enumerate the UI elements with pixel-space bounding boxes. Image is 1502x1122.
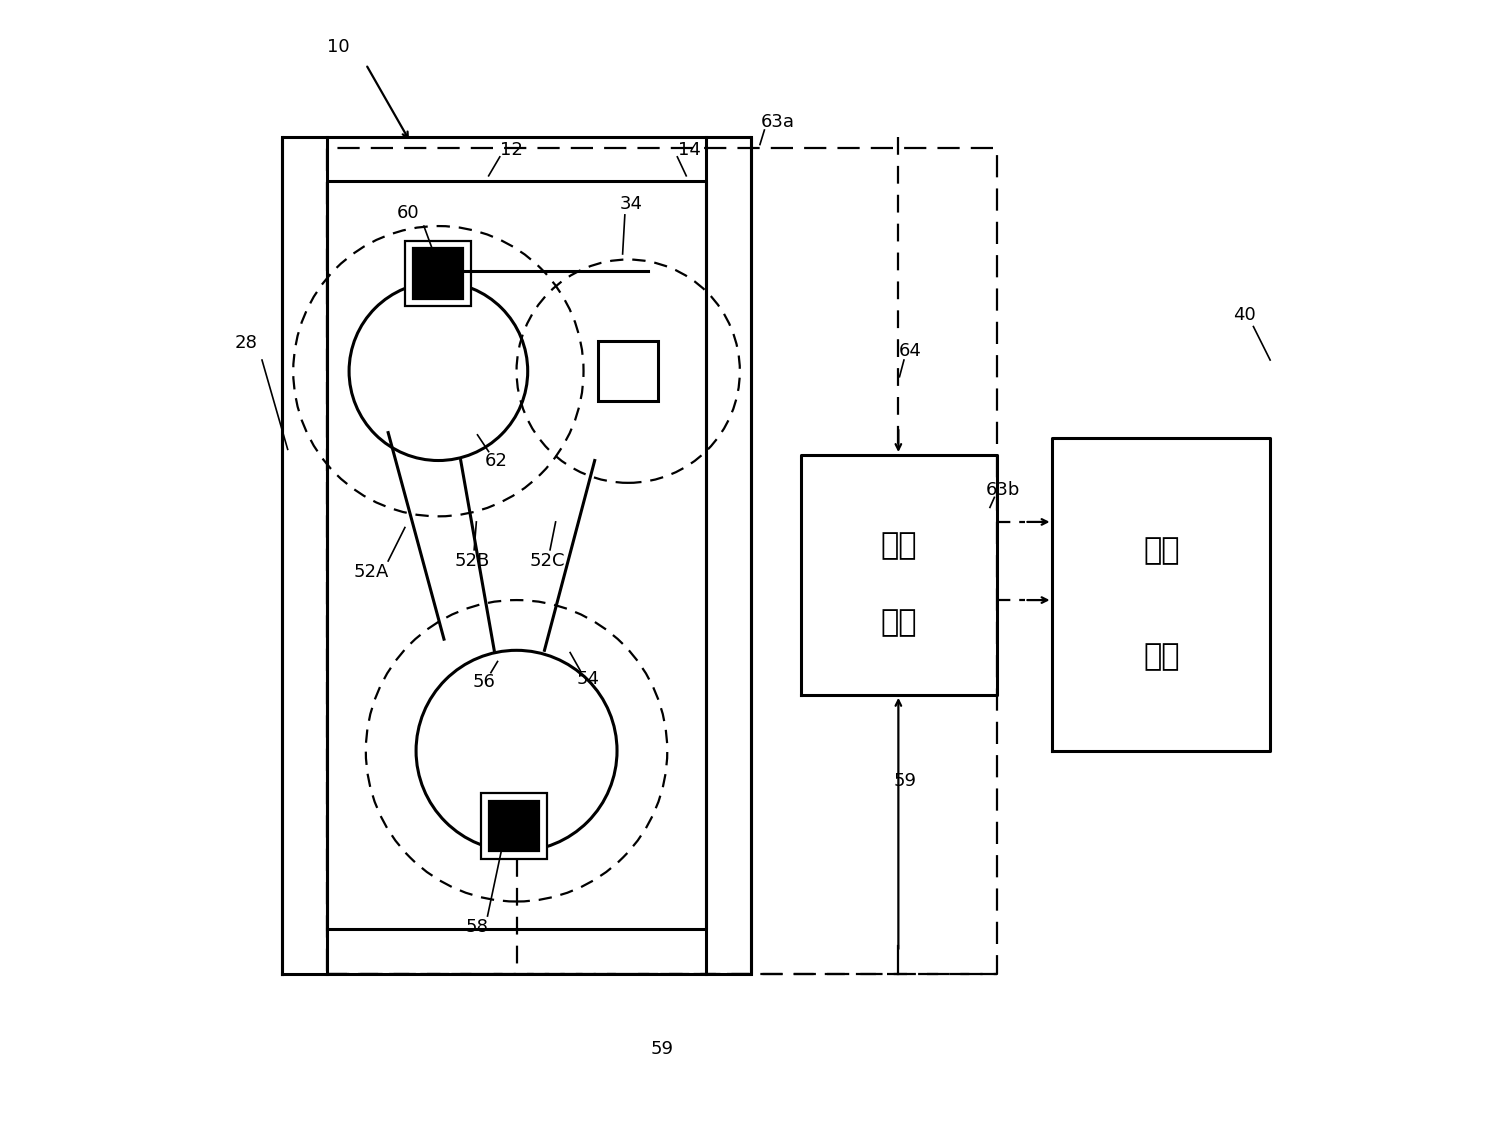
Text: 63b: 63b	[987, 480, 1020, 498]
Bar	[481, 793, 547, 859]
Text: 54: 54	[577, 670, 599, 688]
Text: 62: 62	[485, 451, 508, 469]
Text: 59: 59	[650, 1040, 673, 1058]
Text: 控制: 控制	[1143, 536, 1179, 565]
Text: 工具: 工具	[880, 608, 918, 637]
Text: 52A: 52A	[354, 563, 389, 581]
Text: 56: 56	[473, 672, 496, 690]
Text: 模拟: 模拟	[880, 532, 918, 561]
Bar	[598, 341, 658, 402]
Text: 59: 59	[894, 772, 916, 790]
Bar	[488, 801, 539, 852]
Text: 12: 12	[500, 141, 523, 159]
Text: 28: 28	[234, 334, 258, 352]
Text: 58: 58	[466, 918, 490, 936]
Text: 40: 40	[1233, 306, 1256, 324]
Text: 10: 10	[326, 38, 350, 56]
Text: 52C: 52C	[530, 552, 566, 570]
Bar	[406, 240, 470, 306]
Text: 模块: 模块	[1143, 643, 1179, 671]
Text: 60: 60	[397, 204, 419, 222]
Bar	[413, 248, 463, 298]
Text: 14: 14	[679, 141, 701, 159]
Text: 63a: 63a	[762, 113, 795, 131]
Text: 52B: 52B	[454, 552, 490, 570]
Text: 64: 64	[900, 342, 922, 360]
Text: 34: 34	[620, 195, 643, 213]
